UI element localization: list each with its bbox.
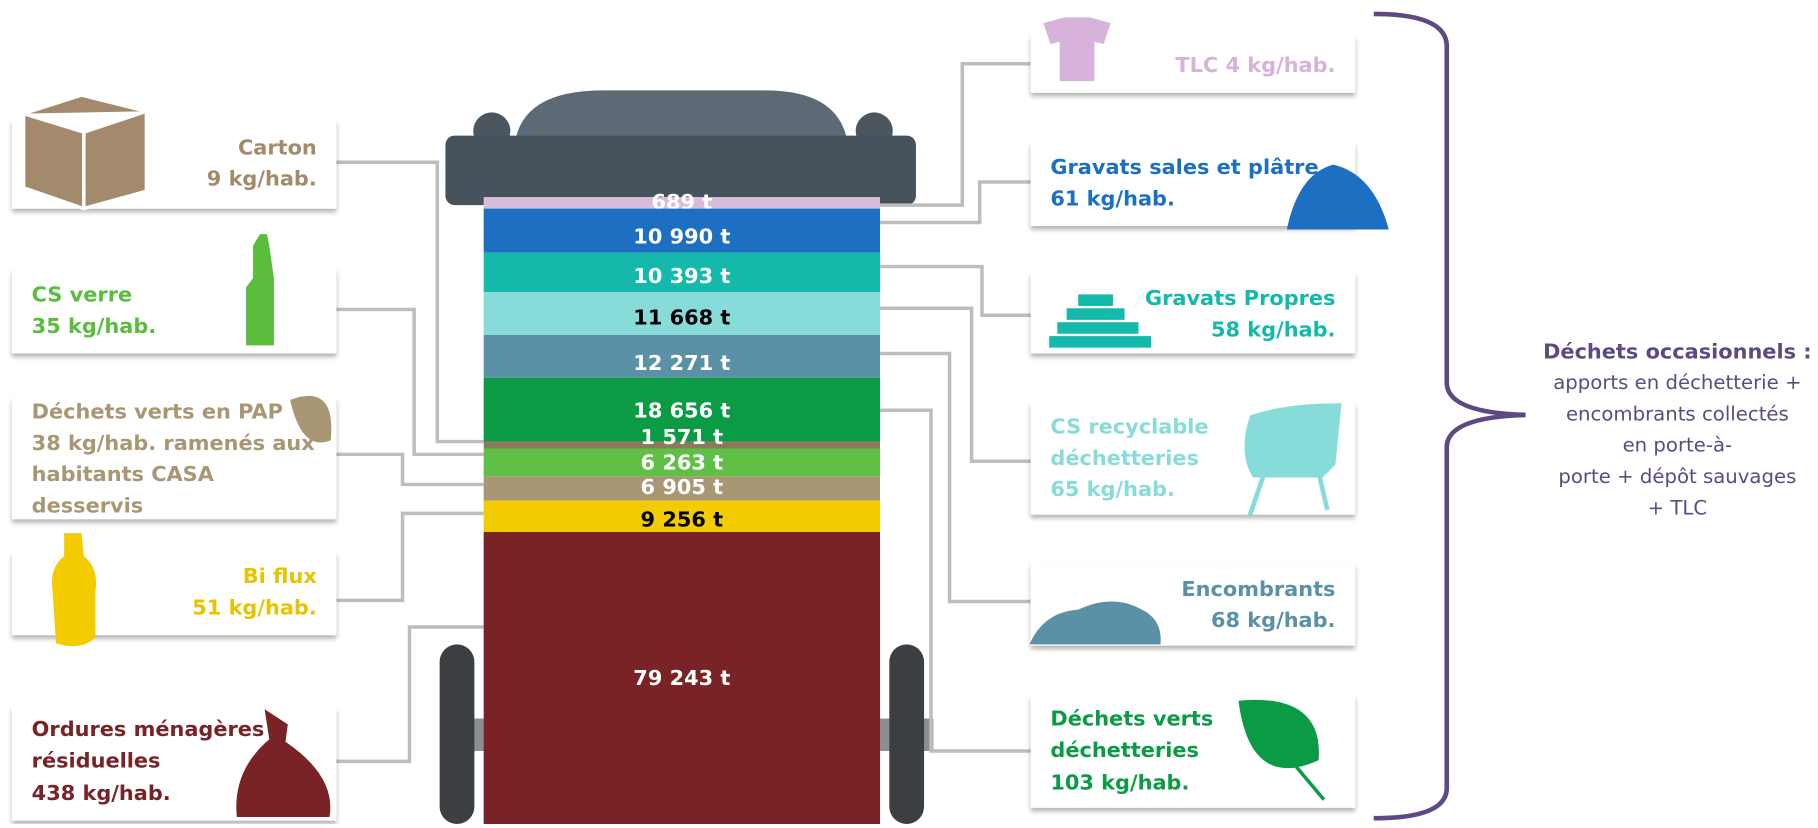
box-text: Déchets verts — [1050, 707, 1213, 731]
box-text: Gravats Propres — [1145, 286, 1335, 310]
connector — [336, 309, 483, 454]
box-text: CS verre — [32, 283, 132, 307]
box-text: 103 kg/hab. — [1050, 770, 1189, 794]
box-text: 65 kg/hab. — [1050, 477, 1175, 501]
box-text: Gravats sales et plâtre — [1050, 155, 1318, 179]
box-text: TLC 4 kg/hab. — [1175, 53, 1335, 77]
box-text: 35 kg/hab. — [32, 314, 156, 338]
bracket-line: encombrants collectés — [1566, 402, 1789, 425]
bracket-line: + TLC — [1648, 496, 1708, 519]
bracket-text: Déchets occasionnels : apports en déchett… — [1543, 339, 1812, 519]
box-text: Carton — [238, 135, 317, 159]
bracket-line: apports en déchetterie + — [1553, 371, 1801, 394]
bracket-line: porte + dépôt sauvages — [1558, 465, 1796, 488]
layer-label: 1 571 t — [641, 425, 724, 449]
connector — [880, 353, 1031, 601]
layer-label: 10 990 t — [633, 225, 730, 249]
layer-label: 9 256 t — [641, 507, 724, 531]
connector — [336, 513, 483, 600]
box-text: 58 kg/hab. — [1211, 317, 1335, 341]
box-text: Bi flux — [243, 564, 318, 588]
bracket-title: Déchets occasionnels : — [1543, 339, 1812, 363]
box-text: 51 kg/hab. — [192, 595, 316, 619]
bracket-line: en porte-à- — [1623, 434, 1733, 457]
box-text: 61 kg/hab. — [1050, 186, 1175, 210]
layer-label: 10 393 t — [633, 264, 730, 288]
layer-label: 11 668 t — [633, 306, 730, 330]
box-text: résiduelles — [32, 748, 161, 772]
layer-label: 12 271 t — [633, 351, 730, 375]
layer-label: 18 656 t — [633, 398, 730, 422]
bracket — [1374, 14, 1526, 818]
box-text: 438 kg/hab. — [32, 781, 171, 805]
connector — [880, 308, 1031, 461]
box-text: CS recyclable — [1050, 415, 1208, 439]
infographic: 689 t10 990 t10 393 t11 668 t12 271 t18 … — [0, 0, 1818, 824]
layer-label: 79 243 t — [633, 666, 730, 690]
layer-label: 6 263 t — [641, 451, 724, 475]
connector — [336, 454, 483, 484]
box-text: Ordures ménagères — [32, 717, 265, 741]
box-text: déchetteries — [1050, 446, 1199, 470]
box-text: 9 kg/hab. — [207, 167, 317, 191]
box-text: déchetteries — [1050, 738, 1199, 762]
box-text: desservis — [32, 493, 144, 517]
box-text: 68 kg/hab. — [1211, 608, 1335, 632]
box-text: 38 kg/hab. ramenés aux — [32, 431, 316, 455]
box-text: Encombrants — [1181, 577, 1335, 601]
box-text: Déchets verts en PAP — [32, 400, 283, 424]
bin-body: 689 t10 990 t10 393 t11 668 t12 271 t18 … — [484, 190, 880, 824]
layer-label: 6 905 t — [641, 475, 724, 499]
box-text: habitants CASA — [32, 462, 215, 486]
bin-lid — [445, 90, 916, 205]
